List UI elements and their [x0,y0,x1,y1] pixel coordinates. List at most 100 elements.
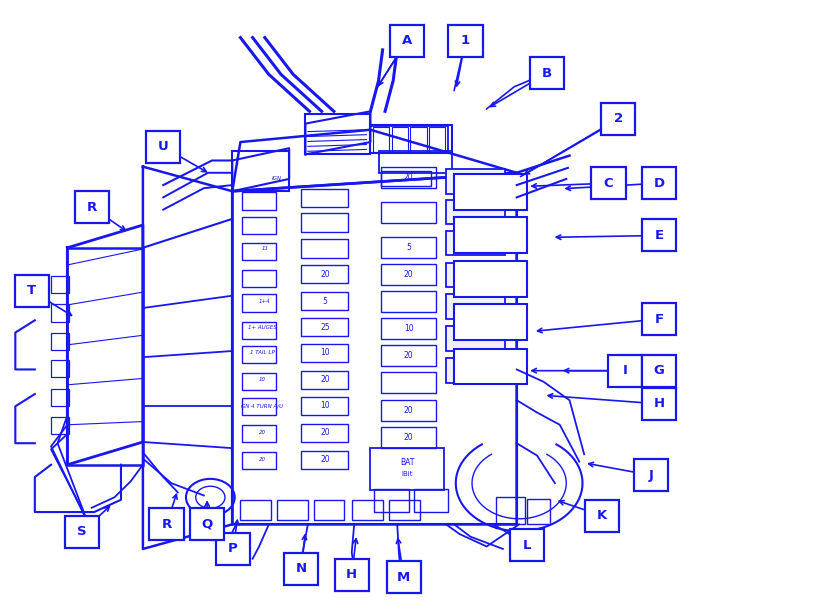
Bar [65,516,99,548]
Bar [381,372,436,393]
Bar [446,230,505,255]
Bar [381,167,436,187]
Bar [510,529,545,561]
Bar [51,276,69,293]
Text: H: H [346,568,357,582]
Bar [15,275,49,307]
Text: M: M [397,570,410,584]
Bar [392,128,408,152]
Bar [51,304,69,322]
Bar [242,217,276,234]
Text: B: B [541,67,552,79]
Text: 1 TAIL LP: 1 TAIL LP [250,351,275,355]
Bar [301,188,348,207]
Text: BAT: BAT [400,458,414,468]
Bar [232,152,289,191]
Bar [585,500,619,532]
Text: 10: 10 [320,401,330,410]
Bar [381,400,436,421]
Bar [301,292,348,310]
Text: GN 4 TURN A/U: GN 4 TURN A/U [241,403,283,408]
Bar [301,344,348,362]
Text: 20: 20 [259,430,266,436]
Bar [242,192,276,209]
Bar [446,294,505,319]
Bar [216,533,250,565]
Text: N: N [295,562,307,575]
Bar [387,561,421,593]
Text: S: S [77,525,87,538]
Text: L: L [523,539,532,552]
Text: J: J [648,469,653,482]
Bar [642,355,676,387]
Bar [389,500,420,520]
Bar [374,488,409,512]
Bar [446,169,505,193]
Bar [381,237,436,257]
Text: 5: 5 [322,297,327,306]
Bar [242,452,276,469]
Bar [454,304,527,340]
Bar [301,397,348,415]
Polygon shape [143,167,232,549]
Bar [642,388,676,420]
Polygon shape [305,111,370,155]
Bar [301,239,348,257]
Bar [429,128,445,152]
Text: 20: 20 [320,270,330,278]
Bar [150,508,183,540]
Text: U: U [158,140,168,153]
Text: G: G [654,364,664,377]
Text: D: D [654,177,664,190]
Text: E: E [654,229,663,242]
Text: 20: 20 [404,433,414,442]
Bar [190,508,224,540]
Bar [454,174,527,209]
Text: 20: 20 [404,351,414,360]
Text: IGN: IGN [272,176,282,182]
Text: I: I [623,364,628,377]
Bar [68,248,143,464]
Bar [390,25,424,57]
Bar [301,265,348,283]
Text: 2: 2 [614,112,623,125]
Bar [592,168,626,199]
Bar [381,264,436,285]
Bar [530,57,564,89]
Text: A: A [402,34,412,47]
Bar [51,360,69,377]
Text: 10: 10 [259,378,266,383]
Bar [51,333,69,350]
Bar [608,355,642,387]
Text: 20: 20 [259,457,266,463]
Bar [301,371,348,389]
Bar [242,243,276,260]
Text: 20: 20 [320,428,330,437]
Text: 20: 20 [320,375,330,384]
Polygon shape [232,172,517,524]
Bar [370,126,448,153]
Bar [242,373,276,391]
Text: 20: 20 [320,455,330,464]
Bar [381,291,436,312]
Bar [51,417,69,434]
Text: T: T [27,285,36,298]
Bar [446,359,505,383]
Text: 1: 1 [461,34,470,47]
Text: 1+ AUGES: 1+ AUGES [248,325,277,330]
Text: F: F [654,312,663,326]
Bar [301,318,348,336]
Bar [373,128,389,152]
Bar [381,345,436,366]
Text: K: K [597,509,607,522]
Text: 11: 11 [261,246,269,251]
Text: R: R [86,201,97,214]
Bar [454,349,527,384]
Bar [51,389,69,407]
Polygon shape [232,130,517,191]
Bar [381,202,436,223]
Bar [240,500,271,520]
Text: 25: 25 [320,323,330,331]
Bar [242,425,276,442]
Bar [277,500,308,520]
